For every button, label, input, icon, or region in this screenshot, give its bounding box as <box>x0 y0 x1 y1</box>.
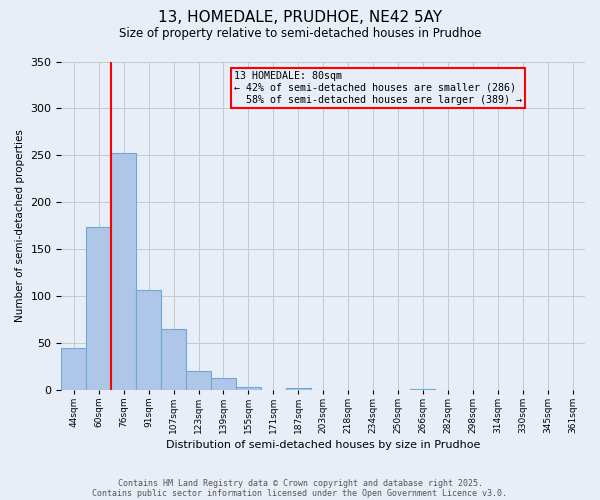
Bar <box>410 389 436 390</box>
Bar <box>136 290 161 390</box>
X-axis label: Distribution of semi-detached houses by size in Prudhoe: Distribution of semi-detached houses by … <box>166 440 481 450</box>
Text: Contains public sector information licensed under the Open Government Licence v3: Contains public sector information licen… <box>92 488 508 498</box>
Text: 13, HOMEDALE, PRUDHOE, NE42 5AY: 13, HOMEDALE, PRUDHOE, NE42 5AY <box>158 10 442 25</box>
Bar <box>236 387 261 390</box>
Bar <box>86 226 111 390</box>
Bar <box>111 154 136 390</box>
Text: Contains HM Land Registry data © Crown copyright and database right 2025.: Contains HM Land Registry data © Crown c… <box>118 478 482 488</box>
Bar <box>286 388 311 390</box>
Text: 13 HOMEDALE: 80sqm
← 42% of semi-detached houses are smaller (286)
  58% of semi: 13 HOMEDALE: 80sqm ← 42% of semi-detache… <box>234 72 522 104</box>
Bar <box>186 371 211 390</box>
Text: Size of property relative to semi-detached houses in Prudhoe: Size of property relative to semi-detach… <box>119 28 481 40</box>
Y-axis label: Number of semi-detached properties: Number of semi-detached properties <box>15 129 25 322</box>
Bar <box>211 378 236 390</box>
Bar <box>161 329 186 390</box>
Bar <box>61 348 86 390</box>
